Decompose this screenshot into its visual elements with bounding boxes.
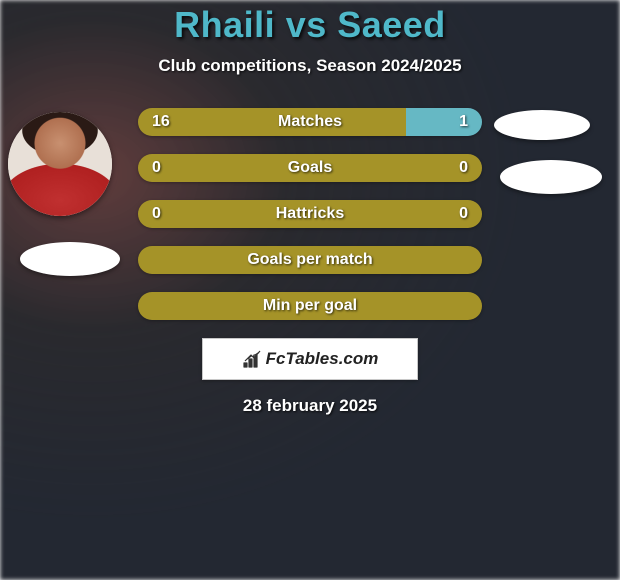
page-subtitle: Club competitions, Season 2024/2025 <box>0 56 620 76</box>
stat-bar-left-fill <box>138 108 406 136</box>
stat-bar: Min per goal <box>138 292 482 320</box>
stat-bar-left-fill <box>138 292 482 320</box>
watermark: FcTables.com <box>202 338 418 380</box>
content-root: Rhaili vs Saeed Club competitions, Seaso… <box>0 0 620 580</box>
stat-bar-left-fill <box>138 246 482 274</box>
stat-bar-left-fill <box>138 154 482 182</box>
stat-bar: Goals per match <box>138 246 482 274</box>
main-area: 161Matches 00Goals 00Hattricks Goals per ma… <box>0 108 620 416</box>
watermark-text: FcTables.com <box>266 349 379 369</box>
stat-bar: 00Hattricks <box>138 200 482 228</box>
stat-bar-right-fill <box>406 108 482 136</box>
stat-bar-left-fill <box>138 200 482 228</box>
player-right-club-badge-1 <box>494 110 590 140</box>
stat-bar: 161Matches <box>138 108 482 136</box>
player-left-club-badge <box>20 242 120 276</box>
chart-icon <box>242 349 262 369</box>
date-label: 28 february 2025 <box>0 396 620 416</box>
player-left-avatar <box>8 112 112 216</box>
page-title: Rhaili vs Saeed <box>0 4 620 46</box>
player-right-club-badge-2 <box>500 160 602 194</box>
stat-bars-container: 161Matches 00Goals 00Hattricks Goals per ma… <box>138 108 482 320</box>
stat-bar: 00Goals <box>138 154 482 182</box>
